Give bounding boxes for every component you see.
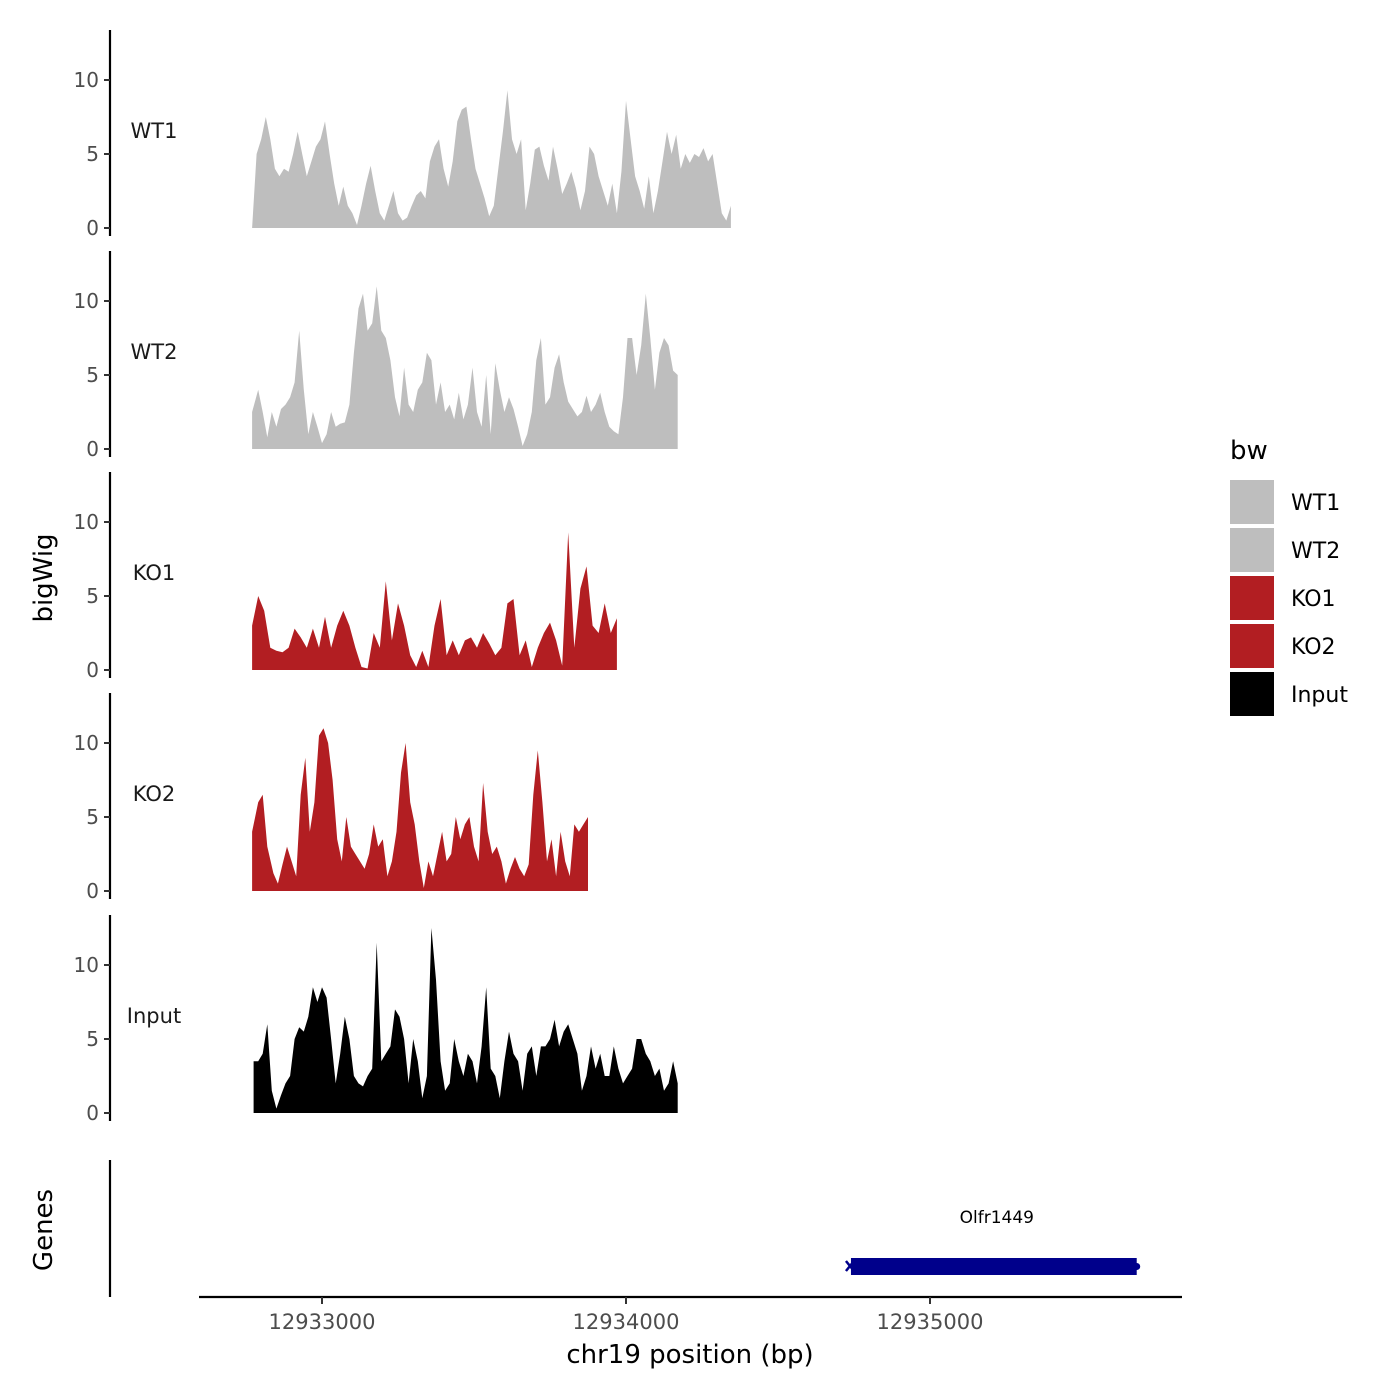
y-tick-label: 10 [74, 68, 99, 92]
track-area-wt1 [252, 90, 731, 229]
y-tick-label: 0 [86, 1101, 99, 1125]
track-ko2: 0 5 10 KO2 [74, 693, 588, 903]
y-axis-title: bigWig [29, 533, 59, 622]
genes-axis-title: Genes [29, 1189, 59, 1271]
y-tick-label: 5 [86, 1027, 99, 1051]
y-tick-label: 5 [86, 363, 99, 387]
legend-key-wt2 [1230, 528, 1274, 572]
legend-label-ko2: KO2 [1291, 635, 1336, 660]
gene-body-olfr1449 [850, 1258, 1137, 1275]
y-tick-label: 0 [86, 216, 99, 240]
legend-label-wt2: WT2 [1291, 539, 1340, 564]
x-tick-label: 12935000 [877, 1310, 984, 1334]
track-area-wt2 [252, 286, 678, 449]
legend-key-ko1 [1230, 576, 1274, 620]
y-tick-label: 10 [74, 289, 99, 313]
legend-key-input [1230, 672, 1274, 716]
legend-key-wt1 [1230, 480, 1274, 524]
track-area-ko1 [252, 532, 617, 670]
track-label-ko2: KO2 [133, 782, 176, 806]
legend-label-input: Input [1291, 683, 1348, 708]
x-tick-label: 12933000 [269, 1310, 376, 1334]
y-tick-label: 5 [86, 584, 99, 608]
x-axis-title: chr19 position (bp) [566, 1340, 813, 1370]
track-label-wt1: WT1 [131, 119, 178, 143]
gene-end-marker [1133, 1263, 1141, 1270]
track-wt2: 0 5 10 WT2 [74, 251, 678, 461]
track-input: 0 5 10 Input [74, 915, 678, 1125]
y-tick-label: 0 [86, 437, 99, 461]
legend-label-wt1: WT1 [1291, 491, 1340, 516]
x-axis: 12933000 12934000 12935000 [199, 1295, 1182, 1334]
track-label-wt2: WT2 [131, 340, 178, 364]
y-tick-label: 5 [86, 142, 99, 166]
track-area-ko2 [252, 728, 588, 891]
track-area-input [253, 928, 678, 1113]
y-tick-label: 10 [74, 510, 99, 534]
y-tick-label: 5 [86, 805, 99, 829]
legend-title: bw [1230, 436, 1268, 466]
track-label-input: Input [127, 1004, 181, 1028]
gene-label-olfr1449: Olfr1449 [960, 1208, 1034, 1228]
legend-key-ko2 [1230, 624, 1274, 668]
genes-panel: Olfr1449 [108, 1160, 1141, 1297]
track-ko1: 0 5 10 KO1 [74, 472, 617, 682]
track-wt1: 0 5 10 WT1 [74, 30, 731, 240]
y-tick-label: 10 [74, 731, 99, 755]
y-tick-label: 0 [86, 879, 99, 903]
legend: bw WT1 WT2 KO1 KO2 Input [1230, 436, 1348, 716]
track-label-ko1: KO1 [133, 561, 176, 585]
tracks-layer: 0 5 10 WT1 0 5 10 WT2 0 5 10 KO1 0 5 10 KO2 0 5 10 Input [74, 30, 731, 1125]
y-tick-label: 10 [74, 953, 99, 977]
y-tick-label: 0 [86, 658, 99, 682]
x-tick-label: 12934000 [573, 1310, 680, 1334]
legend-label-ko1: KO1 [1291, 587, 1336, 612]
gene-start-marker [844, 1260, 855, 1272]
